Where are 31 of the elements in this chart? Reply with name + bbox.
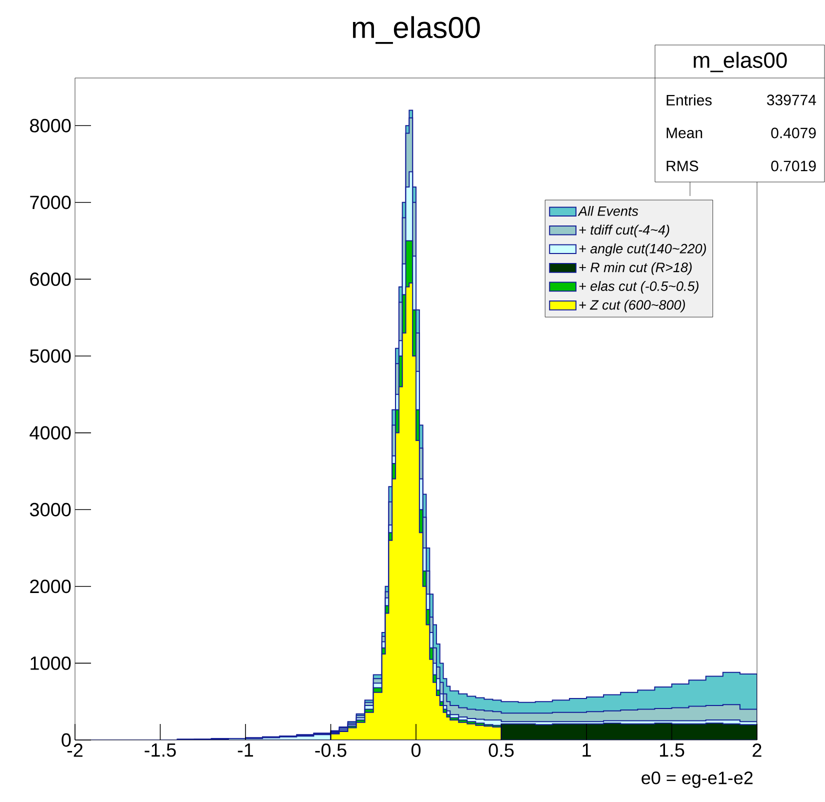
legend-label: All Events xyxy=(578,206,638,216)
text: 0.4079 xyxy=(771,128,816,138)
y-tick-label: 7000 xyxy=(30,196,71,210)
x-tick-label: -1.5 xyxy=(144,744,176,757)
x-axis-title: e0 = eg-e1-e2 xyxy=(642,772,753,788)
y-tick-label: 8000 xyxy=(30,118,71,132)
x-tick-label: 0 xyxy=(411,744,421,757)
x-tick-label: 1 xyxy=(582,744,591,757)
y-tick-label: 4000 xyxy=(30,426,71,440)
chart-title: m_elas00 xyxy=(352,16,480,44)
legend-label: + Z cut (600~800) xyxy=(579,300,685,312)
y-tick-label: 5000 xyxy=(30,349,71,363)
legend-label: + tdiff cut(-4~4) xyxy=(579,224,670,238)
legend-label: + angle cut(140~220) xyxy=(579,244,706,256)
x-tick-label: -0.5 xyxy=(315,744,346,757)
x-tick-label: -1 xyxy=(238,744,254,757)
x-tick-label: 1.5 xyxy=(660,744,684,757)
annotation: Entries xyxy=(666,94,712,106)
y-tick-label: 3000 xyxy=(30,502,71,516)
x-tick-label: 0.5 xyxy=(488,744,514,757)
text: 339774 xyxy=(767,94,816,106)
annotation: RMS xyxy=(666,160,698,172)
y-tick-label: 1000 xyxy=(30,656,71,670)
legend-label: + elas cut (-0.5~0.5) xyxy=(579,281,698,294)
annotation: Mean xyxy=(666,128,702,138)
text: 0.7019 xyxy=(771,160,816,172)
y-tick-label: 6000 xyxy=(30,272,71,286)
legend-label: + R min cut (R>18) xyxy=(579,262,692,275)
text: m_elas00 xyxy=(694,52,787,72)
y-tick-label: 2000 xyxy=(30,580,71,594)
x-tick-label: 2 xyxy=(752,744,762,757)
